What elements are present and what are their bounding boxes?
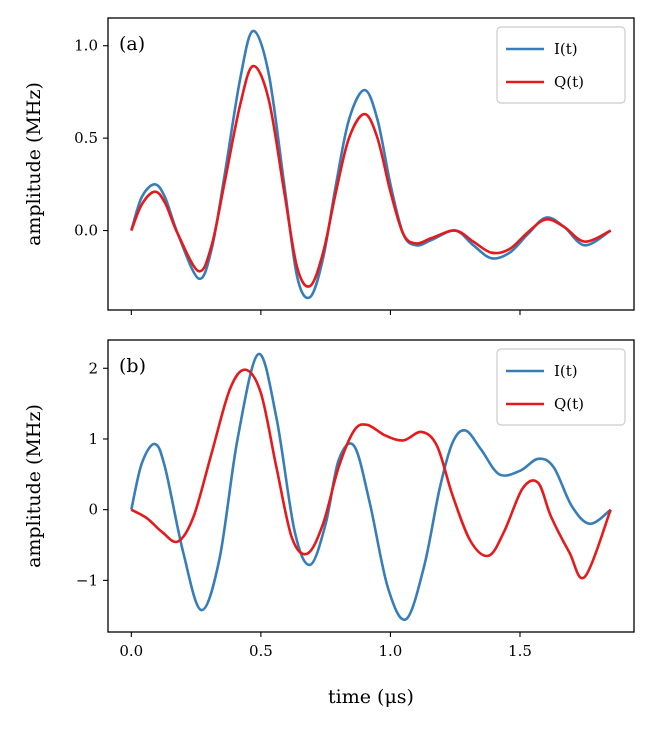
series-line-it	[130, 352, 612, 622]
y-tick-label: 0.5	[74, 129, 98, 147]
panel-label: (a)	[119, 33, 145, 55]
y-tick-label: 2	[88, 359, 98, 377]
legend-label: I(t)	[554, 362, 578, 380]
x-tick-label: 0.0	[119, 642, 143, 660]
y-axis-label: amplitude (MHz)	[23, 404, 45, 568]
axes-frame	[107, 17, 635, 311]
legend: I(t) Q(t)	[496, 26, 626, 104]
x-tick-label: 0.5	[249, 642, 273, 660]
series-line-qt	[130, 64, 612, 288]
series-line-it	[130, 29, 612, 300]
y-tick-label: 0.0	[74, 222, 98, 240]
y-tick-label: 1	[88, 430, 98, 448]
legend-label: Q(t)	[554, 395, 584, 413]
legend: I(t) Q(t)	[496, 348, 626, 426]
panel-a: 0.0 0.5 1.0 amplitude (MHz) (a) I(t) Q(t)	[23, 17, 635, 315]
legend-label: Q(t)	[554, 73, 584, 91]
x-axis-label: time (μs)	[328, 686, 414, 708]
axes-frame	[107, 339, 635, 633]
y-tick-label: 0	[88, 501, 98, 519]
x-tick-label: 1.0	[379, 642, 403, 660]
y-axis-label: amplitude (MHz)	[23, 82, 45, 246]
y-tick-label: −1	[76, 571, 98, 589]
panel-label: (b)	[119, 355, 146, 377]
y-tick-label: 1.0	[74, 37, 98, 55]
legend-label: I(t)	[554, 40, 578, 58]
panel-b: 0.0 0.5 1.0 1.5 −1 0 1 2 amplitude (MHz) (b) I(t) Q…	[23, 339, 635, 660]
x-tick-label: 1.5	[508, 642, 532, 660]
series-line-qt	[130, 368, 612, 580]
